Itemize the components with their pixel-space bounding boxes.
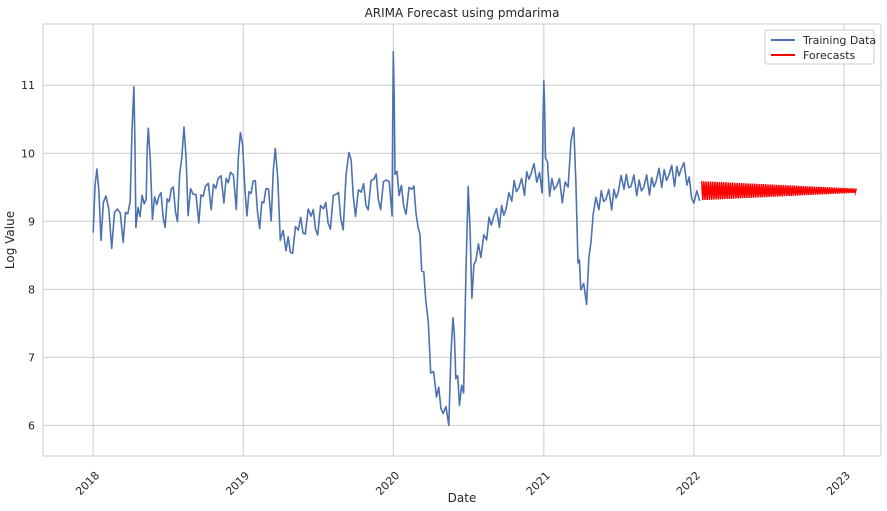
y-tick-label: 11 — [21, 79, 35, 92]
x-tick-label: 2022 — [674, 469, 703, 498]
chart-title: ARIMA Forecast using pmdarima — [365, 6, 560, 20]
y-tick-label: 9 — [28, 215, 35, 228]
legend-label-training: Training Data — [802, 34, 876, 47]
x-tick-label: 2019 — [223, 469, 252, 498]
legend-label-forecasts: Forecasts — [803, 49, 856, 62]
y-tick-label: 7 — [28, 351, 35, 364]
x-tick-label: 2021 — [524, 469, 553, 498]
y-axis-label: Log Value — [3, 211, 17, 269]
y-tick-label: 8 — [28, 283, 35, 296]
series-lines — [92, 51, 858, 427]
x-tick-label: 2020 — [373, 469, 402, 498]
y-tick-label: 10 — [21, 147, 35, 160]
training-data-line — [92, 51, 701, 427]
legend: Training Data Forecasts — [764, 29, 876, 65]
x-tick-label: 2018 — [73, 469, 102, 498]
y-tick-labels: 6 7 8 9 10 11 — [21, 79, 35, 432]
x-axis-label: Date — [448, 491, 477, 505]
x-tick-label: 2023 — [824, 469, 853, 498]
forecasts-line — [700, 181, 858, 201]
y-tick-label: 6 — [28, 419, 35, 432]
x-gridlines — [92, 24, 845, 456]
plot-area — [42, 23, 882, 457]
